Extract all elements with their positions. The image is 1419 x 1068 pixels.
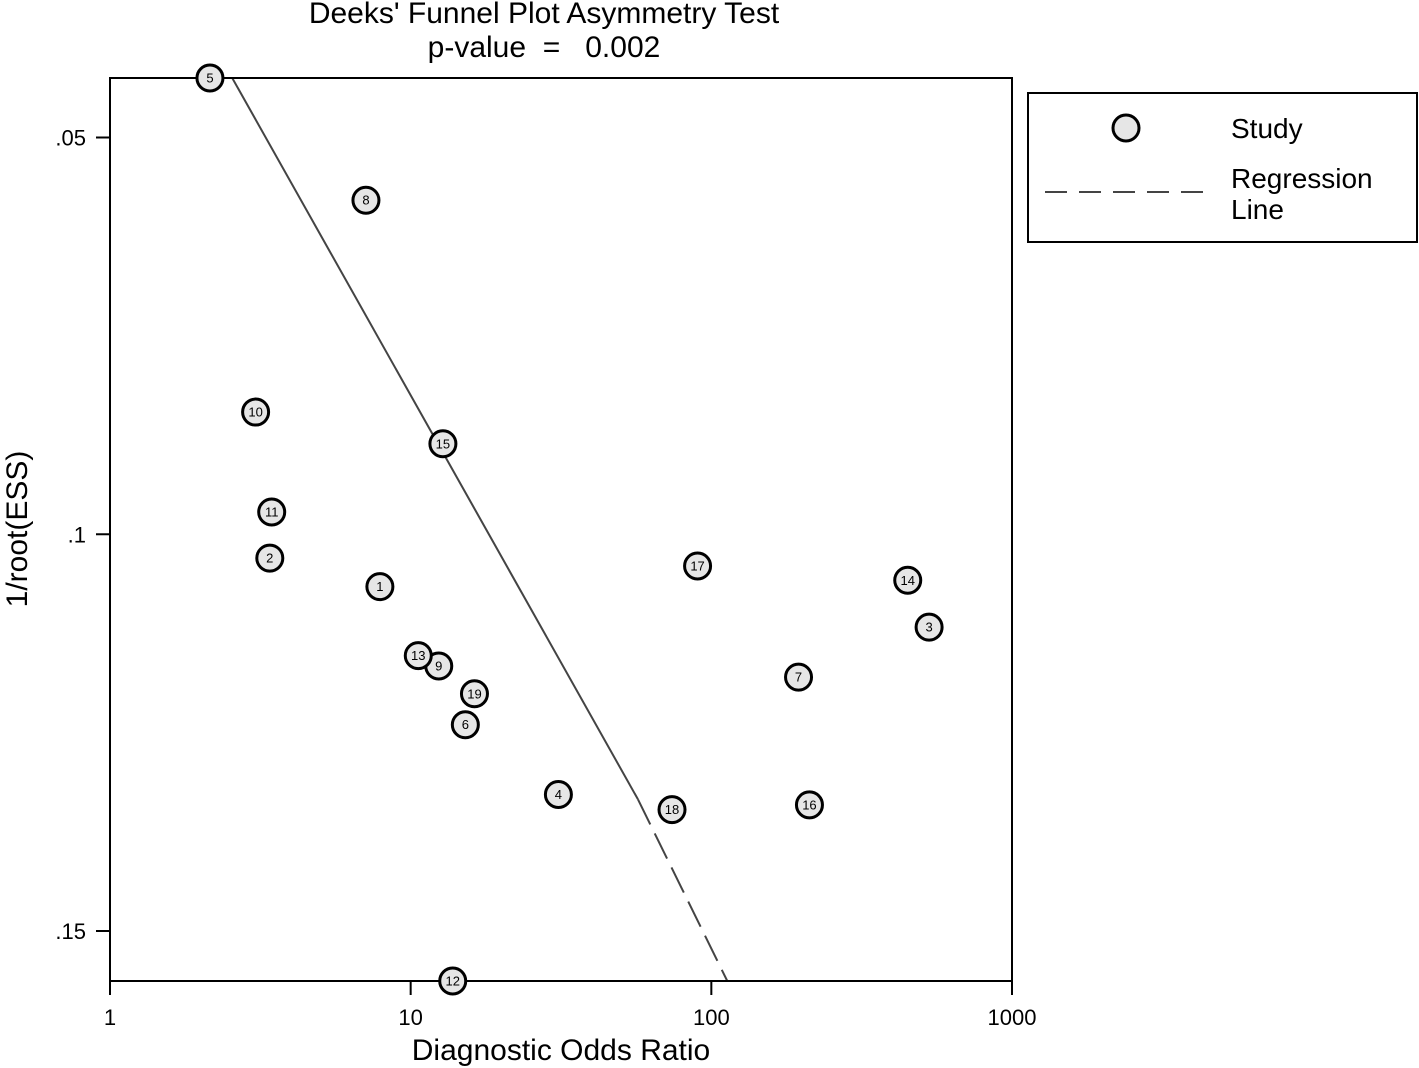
study-point: 12 <box>438 966 468 996</box>
study-point-label: 19 <box>467 686 481 701</box>
legend: Study Regression Line <box>1027 92 1418 243</box>
study-point: 7 <box>784 662 814 692</box>
study-point-label: 5 <box>206 71 213 86</box>
regression-line-dashed <box>637 798 729 982</box>
study-point-label: 16 <box>802 797 816 812</box>
study-point-marker <box>683 551 713 581</box>
study-point-marker <box>257 497 287 527</box>
plot-frame <box>109 77 1013 982</box>
study-point-marker <box>784 662 814 692</box>
study-point-label: 10 <box>248 405 262 420</box>
study-point-marker <box>351 185 381 215</box>
legend-study-marker <box>1111 113 1141 143</box>
study-point-marker <box>241 397 271 427</box>
study-point-label: 18 <box>665 802 679 817</box>
study-point-label: 14 <box>900 573 914 588</box>
study-point-marker <box>428 429 458 459</box>
chart-subtitle: p-value = 0.002 <box>428 31 661 64</box>
study-point-label: 15 <box>436 436 450 451</box>
y-axis: .05 .1 .15 <box>55 126 110 944</box>
study-point-label: 13 <box>411 648 425 663</box>
legend-box <box>1027 92 1418 243</box>
study-point-label: 7 <box>795 670 802 685</box>
y-tick-label: .1 <box>68 522 86 547</box>
study-point-label: 9 <box>435 658 442 673</box>
study-point: 13 <box>403 641 433 671</box>
study-point-marker <box>459 679 489 709</box>
study-point: 15 <box>428 429 458 459</box>
study-point-label: 3 <box>925 620 932 635</box>
x-axis-label: Diagnostic Odds Ratio <box>412 1034 710 1067</box>
study-point: 8 <box>351 185 381 215</box>
study-point-marker <box>543 780 573 810</box>
study-point: 16 <box>794 790 824 820</box>
study-point-label: 1 <box>376 579 383 594</box>
study-point-marker <box>438 966 468 996</box>
study-point: 5 <box>195 63 225 93</box>
study-point-label: 6 <box>462 717 469 732</box>
study-point-marker <box>794 790 824 820</box>
study-point: 1 <box>365 572 395 602</box>
legend-regression-label-2: Line <box>1231 194 1284 225</box>
x-tick-label: 100 <box>693 1005 730 1030</box>
study-point-marker <box>657 795 687 825</box>
study-point: 6 <box>450 710 480 740</box>
y-tick-label: .15 <box>55 919 86 944</box>
study-point-label: 2 <box>266 551 273 566</box>
study-point-marker <box>403 641 433 671</box>
study-point-marker <box>914 612 944 642</box>
study-point-marker <box>195 63 225 93</box>
study-point: 17 <box>683 551 713 581</box>
regression-line <box>231 77 729 982</box>
y-axis-label: 1/root(ESS) <box>1 451 34 608</box>
x-tick-label: 10 <box>398 1005 422 1030</box>
x-tick-label: 1000 <box>988 1005 1037 1030</box>
chart-title: Deeks' Funnel Plot Asymmetry Test <box>309 0 780 30</box>
study-point-label: 4 <box>555 787 562 802</box>
study-point: 19 <box>459 679 489 709</box>
study-point-label: 17 <box>690 559 704 574</box>
study-point-marker <box>365 572 395 602</box>
study-point-label: 8 <box>362 193 369 208</box>
study-point: 14 <box>893 565 923 595</box>
study-point: 18 <box>657 795 687 825</box>
study-point-marker <box>255 543 285 573</box>
study-point: 4 <box>543 780 573 810</box>
x-tick-label: 1 <box>104 1005 116 1030</box>
study-point-label: 11 <box>265 505 279 520</box>
study-point-marker <box>893 565 923 595</box>
study-point: 3 <box>914 612 944 642</box>
study-point-label: 12 <box>445 974 459 989</box>
x-axis: 1 10 100 1000 <box>104 981 1037 1030</box>
study-point: 11 <box>257 497 287 527</box>
study-point: 2 <box>255 543 285 573</box>
y-tick-label: .05 <box>55 126 86 151</box>
legend-regression-label-1: Regression <box>1231 163 1373 194</box>
study-point: 10 <box>241 397 271 427</box>
legend-study-label: Study <box>1231 113 1303 144</box>
study-point-marker <box>450 710 480 740</box>
